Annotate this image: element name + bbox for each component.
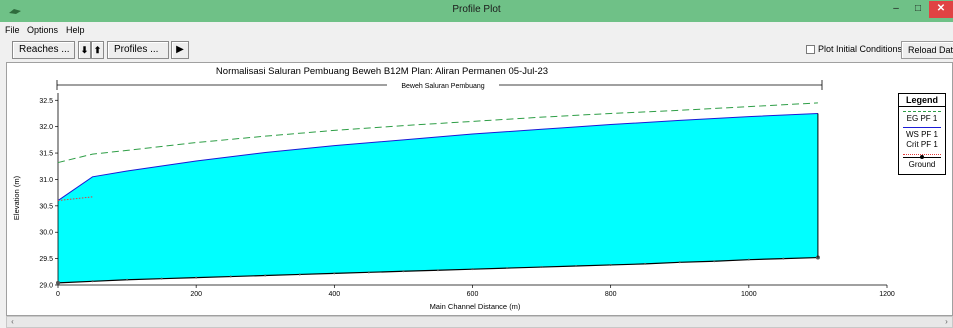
ground-point-9 xyxy=(367,271,370,274)
legend-label-ground: Ground xyxy=(908,160,936,169)
legend-label-ws: WS PF 1 xyxy=(905,130,938,139)
y-tick-label-5: 31.5 xyxy=(39,151,53,158)
x-tick-label-2: 400 xyxy=(328,291,340,298)
water-fill xyxy=(58,113,818,283)
y-tick-label-0: 29.0 xyxy=(39,283,53,290)
next-down-button[interactable]: ⬇ xyxy=(78,41,91,59)
reach-bracket xyxy=(56,80,823,90)
y-tick-label-2: 30.0 xyxy=(39,230,53,237)
horizontal-scrollbar[interactable]: ‹ › xyxy=(6,316,953,328)
eg-line xyxy=(57,102,818,164)
toolbar: Reaches ... ⬇ ⬆ Profiles ... ▶ Plot Init… xyxy=(0,39,953,61)
reaches-button[interactable]: Reaches ... xyxy=(12,41,75,59)
title-bar: Profile Plot – □ ✕ xyxy=(0,0,953,22)
ground-point-17 xyxy=(644,262,647,265)
plot-initial-conditions-label: Plot Initial Conditions xyxy=(818,44,903,54)
next-up-button[interactable]: ⬆ xyxy=(91,41,104,59)
ground-point-21 xyxy=(782,257,785,260)
legend-title: Legend xyxy=(899,96,945,107)
ground-point-11 xyxy=(436,269,439,272)
plot-title: Normalisasi Saluran Pembuang Beweh B12M … xyxy=(216,66,548,77)
menu-help[interactable]: Help xyxy=(66,25,85,35)
profile-plot-area[interactable]: Normalisasi Saluran Pembuang Beweh B12M … xyxy=(6,62,953,316)
y-tick-label-4: 31.0 xyxy=(39,177,53,184)
scroll-left-arrow-icon[interactable]: ‹ xyxy=(11,317,14,326)
ground-point-3 xyxy=(160,277,163,280)
ground-point-18 xyxy=(678,261,681,264)
window-title: Profile Plot xyxy=(452,4,501,15)
ground-point-1 xyxy=(91,280,94,283)
plot-initial-conditions-checkbox[interactable] xyxy=(806,45,815,54)
ground-point-2 xyxy=(126,278,129,281)
ground-point-8 xyxy=(333,272,336,275)
legend-item-crit: Crit PF 1 xyxy=(899,140,945,156)
ground-point-20 xyxy=(747,258,750,261)
close-button[interactable]: ✕ xyxy=(929,1,953,18)
animate-button[interactable]: ▶ xyxy=(171,41,189,59)
x-tick-label-1: 200 xyxy=(190,291,202,298)
app-icon xyxy=(9,9,21,14)
x-tick-label-3: 600 xyxy=(467,291,479,298)
x-tick-label-6: 1200 xyxy=(879,291,895,298)
legend-item-ground: Ground xyxy=(899,155,945,170)
x-tick-label-5: 1000 xyxy=(741,291,757,298)
profile-chart: Normalisasi Saluran Pembuang Beweh B12M … xyxy=(12,66,895,311)
legend-label-crit: Crit PF 1 xyxy=(906,140,938,149)
ground-point-5 xyxy=(229,275,232,278)
legend: Legend EG PF 1 WS PF 1 Crit PF 1 Ground xyxy=(898,93,946,175)
x-axis-label: Main Channel Distance (m) xyxy=(430,302,521,311)
legend-item-eg: EG PF 1 xyxy=(899,109,945,124)
scroll-right-arrow-icon[interactable]: › xyxy=(945,317,948,326)
minimize-button[interactable]: – xyxy=(893,3,899,14)
reload-data-button[interactable]: Reload Data xyxy=(901,41,953,59)
ground-point-10 xyxy=(402,270,405,273)
y-tick-label-1: 29.5 xyxy=(39,256,53,263)
ground-point-15 xyxy=(575,265,578,267)
ground-point-13 xyxy=(506,267,509,270)
maximize-button[interactable]: □ xyxy=(914,3,922,14)
y-tick-label-6: 32.0 xyxy=(39,124,53,131)
menu-bar: File Options Help xyxy=(0,22,953,39)
ground-point-4 xyxy=(195,276,198,279)
menu-options[interactable]: Options xyxy=(27,25,59,35)
ground-point-14 xyxy=(540,266,543,269)
legend-item-ws: WS PF 1 xyxy=(899,125,945,140)
x-tick-label-0: 0 xyxy=(56,291,60,298)
reach-label: Beweh Saluran Pembuang xyxy=(401,83,484,90)
ground-point-6 xyxy=(264,274,267,277)
ground-point-12 xyxy=(471,268,474,271)
menu-file[interactable]: File xyxy=(5,25,20,35)
x-tick-label-4: 800 xyxy=(605,291,617,298)
y-tick-label-3: 30.5 xyxy=(39,203,53,210)
ground-point-16 xyxy=(609,263,612,266)
ws-line xyxy=(57,112,818,201)
y-tick-label-7: 32.5 xyxy=(39,98,53,105)
legend-label-eg: EG PF 1 xyxy=(906,114,938,123)
profiles-button[interactable]: Profiles ... xyxy=(107,41,169,59)
ground-point-19 xyxy=(713,260,716,263)
ground-point-7 xyxy=(298,273,301,276)
y-axis-label: Elevation (m) xyxy=(12,175,21,220)
ground-point-0 xyxy=(56,280,60,285)
